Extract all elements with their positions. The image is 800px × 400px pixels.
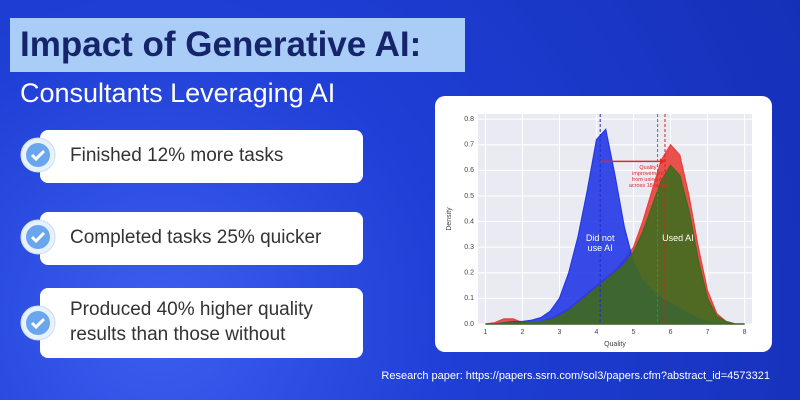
x-tick-label: 5	[632, 329, 636, 336]
chart-card: 0.0 0.1 0.2 0.3 0.4 0.5 0.6 0.7 0.8 1 2 3 4 5 6 7 8 Quali…	[435, 96, 772, 352]
x-axis-label: Quality	[604, 341, 626, 348]
check-icon	[20, 137, 56, 173]
annotation-box: Quality improvement from using AI across…	[628, 165, 668, 190]
title: Impact of Generative AI:	[10, 18, 465, 72]
y-tick-label: 0.3	[464, 244, 474, 251]
bullet-text: Finished 12% more tasks	[70, 145, 284, 167]
x-tick-label: 8	[743, 329, 747, 336]
arrow-head	[659, 158, 665, 165]
subtitle: Consultants Leveraging AI	[20, 78, 336, 108]
density-area	[485, 164, 745, 325]
check-icon	[20, 305, 56, 341]
x-tick-label: 2	[520, 329, 524, 336]
x-tick-label: 7	[706, 329, 710, 336]
y-tick-label: 0.8	[464, 116, 474, 123]
bullet: Finished 12% more tasks	[40, 130, 363, 183]
y-axis-label: Density	[446, 207, 453, 231]
series-label: Used AI	[662, 234, 694, 244]
x-tick-label: 6	[669, 329, 673, 336]
y-tick-label: 0.1	[464, 295, 474, 302]
y-tick-label: 0.6	[464, 167, 474, 174]
bullet: Produced 40% higher quality results than…	[40, 288, 363, 358]
footer: Research paper: https://papers.ssrn.com/…	[381, 370, 770, 382]
series-label-box: Did not use AI	[585, 234, 615, 254]
x-tick-label: 4	[595, 329, 599, 336]
annotation: Quality improvement from using AI across…	[628, 165, 668, 190]
series-label: Did not use AI	[585, 234, 615, 254]
x-tick-label: 1	[483, 329, 487, 336]
y-tick-label: 0.4	[464, 218, 474, 225]
y-tick-label: 0.7	[464, 142, 474, 149]
y-tick-label: 0.0	[464, 321, 474, 328]
bullet-text: Completed tasks 25% quicker	[70, 227, 322, 249]
y-tick-label: 0.5	[464, 193, 474, 200]
series-label-box: Used AI	[662, 234, 694, 244]
check-icon	[20, 219, 56, 255]
bullet-text: Produced 40% higher quality results than…	[70, 299, 313, 345]
y-tick-label: 0.2	[464, 270, 474, 277]
x-tick-label: 3	[558, 329, 562, 336]
bullet: Completed tasks 25% quicker	[40, 212, 363, 265]
chart: 0.0 0.1 0.2 0.3 0.4 0.5 0.6 0.7 0.8 1 2 3 4 5 6 7 8 Quali…	[446, 114, 752, 348]
